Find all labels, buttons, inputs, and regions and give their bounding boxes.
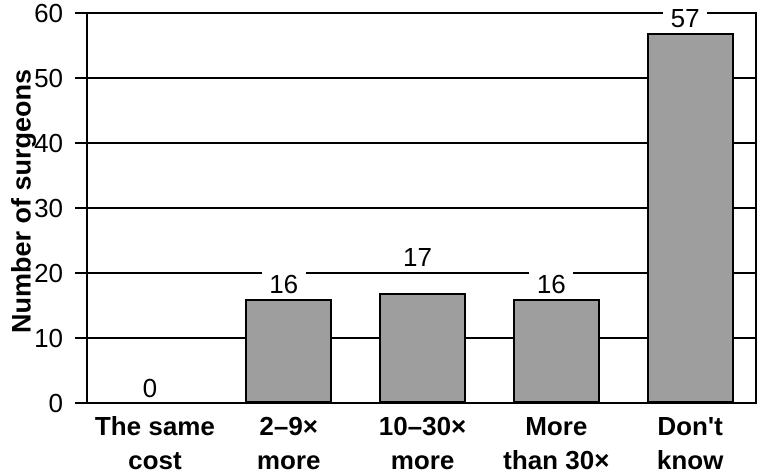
y-tick-label-60: 60 [34, 0, 63, 28]
value-label-0: 0 [127, 375, 172, 401]
x-category-label-3: More than 30× [489, 409, 623, 472]
value-label-1: 16 [261, 271, 306, 297]
y-tick-label-50: 50 [34, 63, 63, 93]
value-label-3: 16 [529, 271, 574, 297]
y-tick-label-40: 40 [34, 128, 63, 158]
gridline-30 [75, 207, 757, 209]
x-category-line: More [525, 411, 588, 441]
x-category-line: cost [128, 445, 182, 472]
value-label-4: 57 [663, 4, 708, 31]
x-category-line: The same [94, 411, 215, 441]
x-category-label-4: Don't know [623, 409, 757, 472]
y-axis-line [86, 12, 88, 404]
gridline-60 [75, 12, 757, 14]
bar-1 [245, 299, 333, 403]
x-category-line: more [390, 445, 455, 472]
x-category-label-2: 10–30× more [356, 409, 490, 472]
y-tick-label-0: 0 [48, 388, 63, 418]
gridline-20 [75, 272, 757, 274]
gridline-0 [75, 402, 757, 404]
x-category-line: know [656, 445, 724, 472]
x-category-line: 10–30× [378, 411, 467, 441]
x-category-label-1: 2–9× more [222, 409, 356, 472]
y-tick-label-20: 20 [34, 258, 63, 288]
x-category-line: more [256, 445, 321, 472]
y-tick-label-10: 10 [34, 323, 63, 353]
gridline-40 [75, 142, 757, 144]
plot-right-border [755, 12, 757, 404]
x-category-label-0: The same cost [88, 409, 222, 472]
bar-4 [646, 32, 734, 403]
bar-3 [512, 299, 600, 403]
y-tick-label-30: 30 [34, 193, 63, 223]
value-label-2: 17 [395, 244, 440, 270]
x-category-line: Don't [657, 411, 723, 441]
x-category-line: 2–9× [259, 411, 318, 441]
gridline-50 [75, 77, 757, 79]
x-category-line: than 30× [503, 445, 610, 472]
bar-2 [379, 292, 466, 403]
